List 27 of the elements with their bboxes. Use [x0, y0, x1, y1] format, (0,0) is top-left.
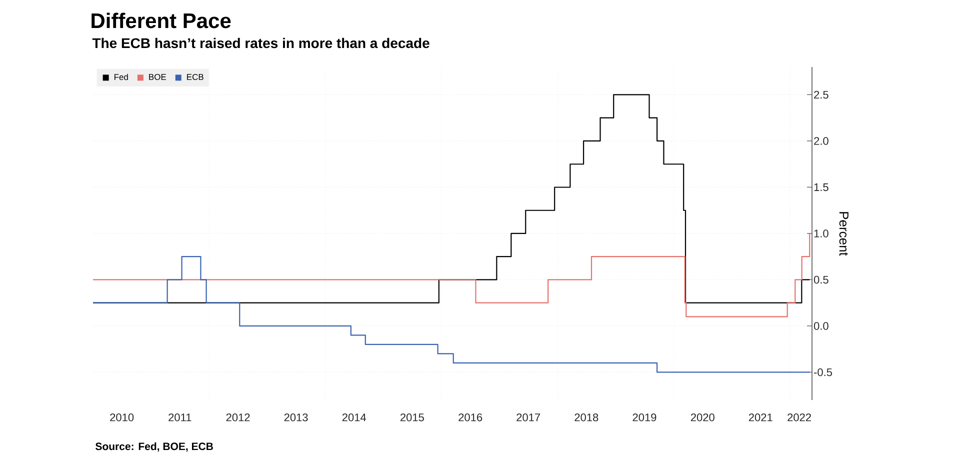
y-axis-title: Percent [839, 212, 848, 256]
y-tick-label: 0.0 [814, 322, 828, 330]
x-tick-label: 2017 [516, 413, 540, 422]
x-tick-label: 2016 [458, 413, 482, 422]
x-tick-label: 2018 [574, 413, 598, 422]
x-tick-label: 2021 [748, 413, 772, 422]
x-tick-label: 2013 [284, 413, 308, 422]
y-tick-label: 0.5 [814, 276, 828, 284]
x-tick-label: 2014 [342, 413, 366, 422]
legend-label: Fed [114, 74, 128, 80]
x-tick-label: 2019 [632, 413, 656, 422]
chart-title: Different Pace [92, 12, 231, 28]
x-tick-label: 2012 [226, 413, 250, 422]
chart-subtitle: The ECB hasn’t raised rates in more than a decade [92, 38, 430, 48]
y-tick-label: -0.5 [814, 368, 832, 376]
y-tick-label: 2.0 [814, 137, 828, 145]
y-tick-label: 2.5 [814, 90, 828, 99]
x-tick-label: 2020 [690, 413, 714, 422]
legend-label: ECB [187, 74, 204, 80]
y-tick-label: 1.0 [814, 230, 828, 238]
x-tick-label: 2011 [168, 413, 192, 422]
x-tick-label: 2022 [788, 413, 811, 422]
x-tick-label: 2010 [110, 413, 134, 422]
x-tick-label: 2015 [400, 413, 424, 422]
source-note: Source: Fed, BOE, ECB [96, 442, 213, 452]
y-tick-label: 1.5 [814, 183, 828, 192]
legend-label: BOE [149, 74, 166, 80]
